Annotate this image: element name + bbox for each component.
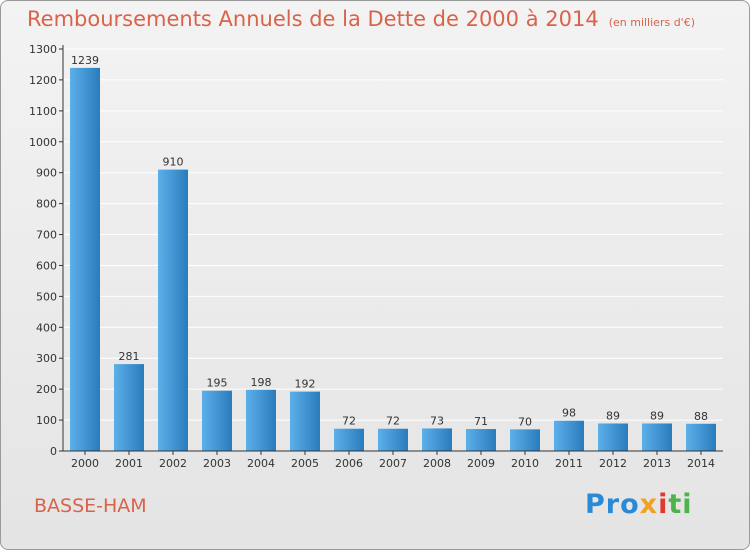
y-tick-label: 1100 — [29, 105, 57, 118]
logo-part-3: i — [658, 489, 669, 520]
x-tick-label: 2003 — [203, 457, 231, 470]
x-tick-label: 2007 — [379, 457, 407, 470]
x-tick-label: 2012 — [599, 457, 627, 470]
bar-value-label: 72 — [386, 415, 400, 428]
y-tick-label: 600 — [36, 259, 57, 272]
chart-title-text: Remboursements Annuels de la Dette de 20… — [27, 7, 599, 31]
y-tick-label: 200 — [36, 383, 57, 396]
place-name: BASSE-HAM — [34, 495, 147, 517]
bar-value-label: 70 — [518, 415, 532, 428]
bar-2013 — [642, 423, 672, 451]
logo-part-2: x — [639, 489, 659, 520]
x-tick-label: 2013 — [643, 457, 671, 470]
bar-value-label: 88 — [694, 410, 708, 423]
y-tick-label: 700 — [36, 229, 57, 242]
bar-value-label: 281 — [119, 350, 140, 363]
x-tick-label: 2002 — [159, 457, 187, 470]
bar-2005 — [290, 391, 320, 451]
x-tick-label: 2001 — [115, 457, 143, 470]
bar-2000 — [70, 67, 100, 452]
bar-value-label: 910 — [163, 156, 184, 169]
proxiti-logo: Proxiti — [585, 489, 693, 520]
bar-2008 — [422, 428, 452, 451]
x-tick-label: 2004 — [247, 457, 275, 470]
x-tick-label: 2010 — [511, 457, 539, 470]
y-tick-label: 1300 — [29, 43, 57, 56]
bar-value-label: 198 — [251, 376, 272, 389]
y-tick-label: 400 — [36, 321, 57, 334]
bar-value-label: 192 — [295, 378, 316, 391]
bar-value-label: 1239 — [71, 54, 99, 67]
bar-2003 — [202, 390, 232, 451]
chart-title: Remboursements Annuels de la Dette de 20… — [27, 7, 695, 31]
y-tick-label: 0 — [50, 445, 57, 458]
bar-2004 — [246, 389, 276, 451]
bar-2006 — [334, 428, 364, 451]
y-tick-label: 1000 — [29, 136, 57, 149]
bar-2002 — [158, 169, 188, 451]
y-tick-label: 100 — [36, 414, 57, 427]
x-tick-label: 2000 — [71, 457, 99, 470]
y-tick-label: 1200 — [29, 74, 57, 87]
bar-value-label: 71 — [474, 415, 488, 428]
bar-2014 — [686, 423, 716, 451]
y-tick-label: 800 — [36, 198, 57, 211]
logo-part-4: ti — [668, 489, 693, 520]
bar-value-label: 89 — [606, 409, 620, 422]
x-tick-label: 2006 — [335, 457, 363, 470]
x-tick-label: 2009 — [467, 457, 495, 470]
bar-2001 — [114, 364, 144, 451]
bar-value-label: 89 — [650, 409, 664, 422]
y-tick-label: 300 — [36, 352, 57, 365]
x-tick-label: 2005 — [291, 457, 319, 470]
y-tick-label: 900 — [36, 167, 57, 180]
bar-2010 — [510, 429, 540, 451]
y-tick-label: 500 — [36, 290, 57, 303]
bar-value-label: 73 — [430, 414, 444, 427]
x-tick-label: 2008 — [423, 457, 451, 470]
bar-2007 — [378, 428, 408, 451]
bar-2011 — [554, 420, 584, 451]
bar-value-label: 195 — [207, 377, 228, 390]
bar-2009 — [466, 429, 496, 451]
logo-part-1: Pro — [585, 489, 640, 520]
x-tick-label: 2011 — [555, 457, 583, 470]
bar-value-label: 98 — [562, 407, 576, 420]
x-tick-label: 2014 — [687, 457, 715, 470]
chart-unit: (en milliers d'€) — [608, 16, 695, 29]
bar-value-label: 72 — [342, 415, 356, 428]
bar-2012 — [598, 423, 628, 451]
